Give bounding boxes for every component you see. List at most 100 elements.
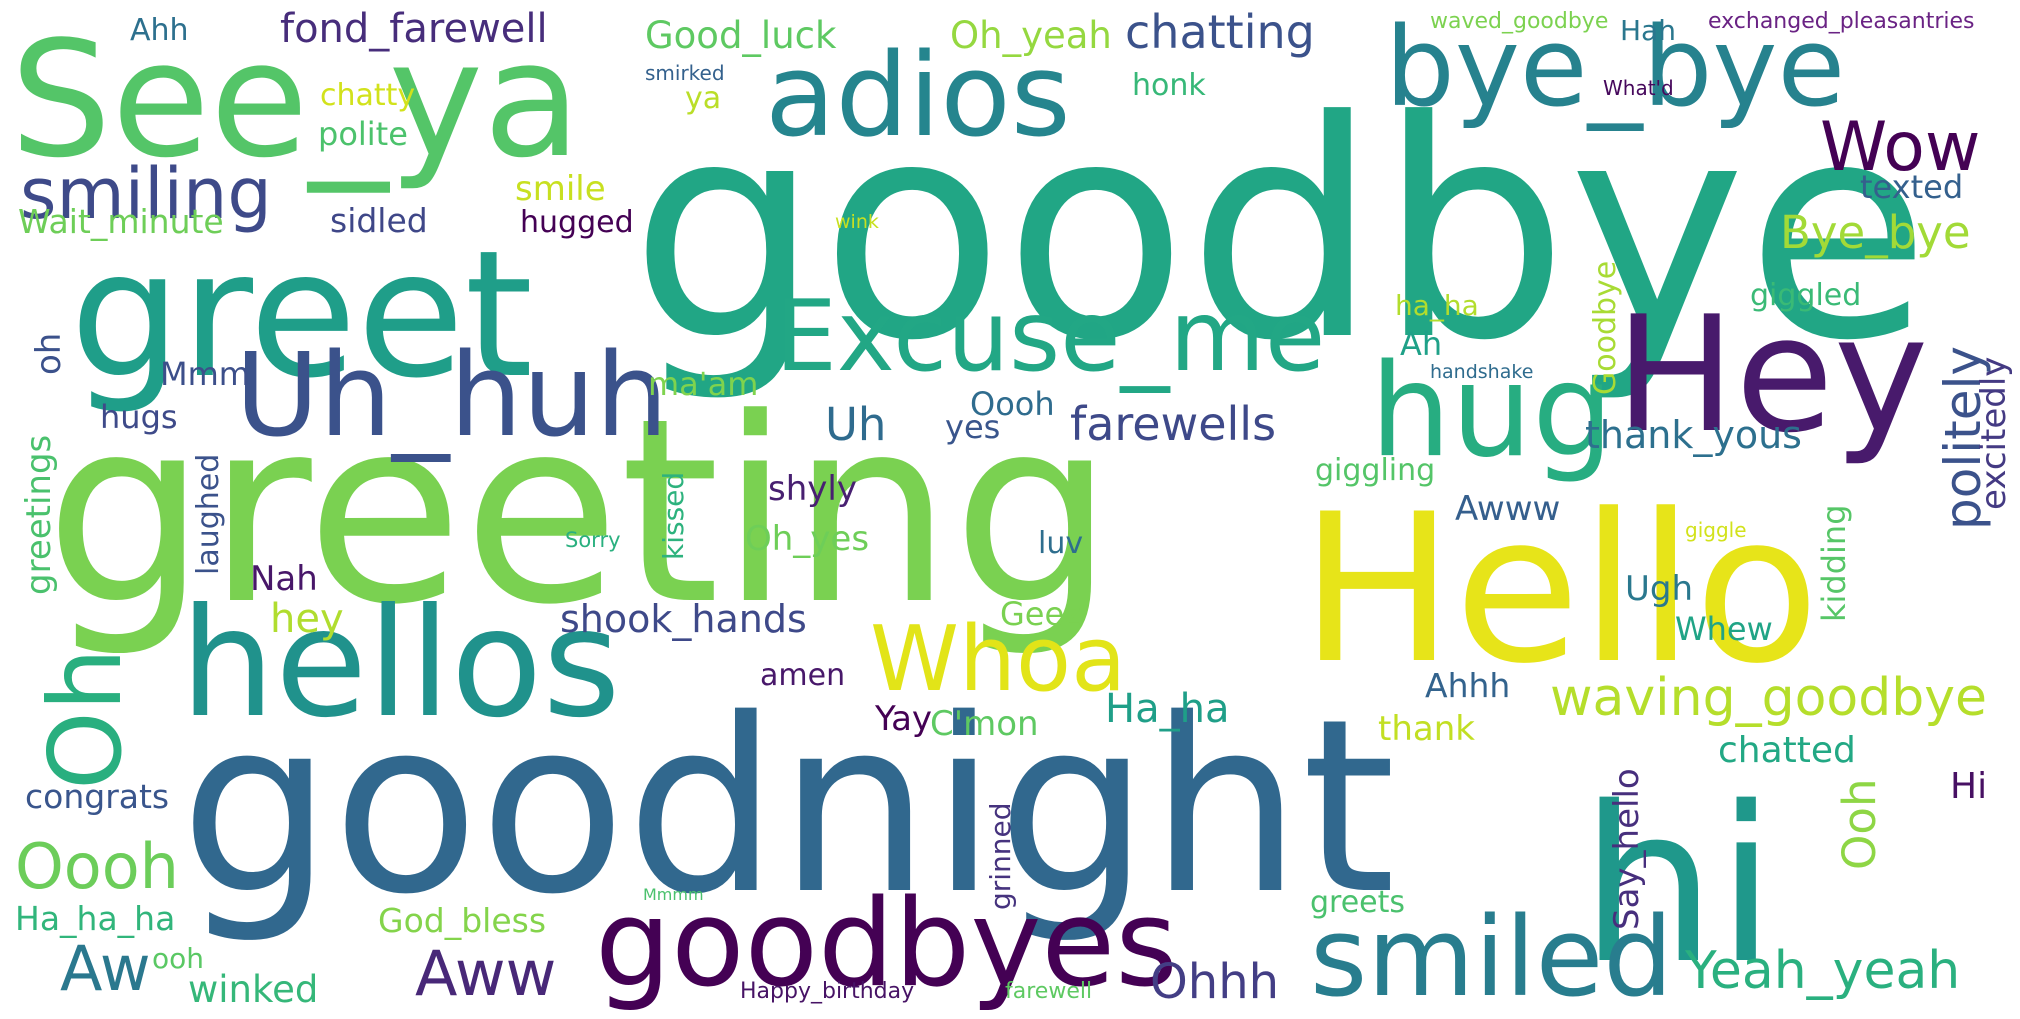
word-sidled: sidled <box>330 201 428 240</box>
word-oh-yes: Oh_yes <box>745 519 869 559</box>
word-luv: luv <box>1038 526 1083 561</box>
word-giggling: giggling <box>1315 453 1435 488</box>
word-chatted: chatted <box>1718 730 1856 771</box>
word-amen: amen <box>760 658 845 693</box>
word-oh: oh <box>29 333 69 375</box>
word-hello: Hello <box>1300 471 1820 709</box>
word-wink: wink <box>835 211 879 233</box>
word-hah: Hah <box>1620 14 1676 47</box>
word-excuse-me: Excuse_me <box>775 280 1325 394</box>
word-smirked: smirked <box>645 61 725 85</box>
word-what-d: What'd <box>1603 76 1674 100</box>
word-hellos: hellos <box>180 577 621 751</box>
word-shyly: shyly <box>768 469 857 509</box>
word-laughed: laughed <box>191 454 226 575</box>
word-winked: winked <box>188 968 318 1011</box>
word-shook-hands: shook_hands <box>560 597 807 641</box>
word-ma-am: ma'am <box>648 365 758 403</box>
word-giggled: giggled <box>1750 278 1861 313</box>
word-polite: polite <box>318 115 408 153</box>
word-texted: texted <box>1860 168 1963 206</box>
word-greetings: greetings <box>19 435 59 595</box>
word-yay: Yay <box>874 699 932 739</box>
word-oooh: Oooh <box>15 830 179 903</box>
word-ha-ha: Ha_ha <box>1105 686 1229 732</box>
word-hug: hug <box>1370 337 1614 486</box>
word-hey: Hey <box>1615 281 1928 468</box>
word-bye-bye: Bye_bye <box>1780 206 1971 259</box>
word-exchanged-pleasantries: exchanged_pleasantries <box>1708 9 1974 34</box>
word-ooh: ooh <box>152 942 204 975</box>
word-whoa: Whoa <box>870 607 1126 712</box>
word-smile: smile <box>515 169 606 209</box>
word-goodbye: goodbye <box>630 57 1931 406</box>
word-farewell: farewell <box>1005 979 1092 1004</box>
word-excitedly: excitedly <box>1974 357 2014 510</box>
word-mmmm: Mmmm <box>643 885 704 904</box>
word-god-bless: God_bless <box>378 901 546 940</box>
word-handshake: handshake <box>1430 361 1533 383</box>
word-ha-ha-ha: Ha_ha_ha <box>15 899 175 938</box>
word-hi: hi <box>1580 760 1776 1011</box>
word-awww: Awww <box>1455 489 1560 529</box>
word-congrats: congrats <box>25 777 169 816</box>
word-thank-yous: thank_yous <box>1585 413 1802 457</box>
word-greet: greet <box>70 214 533 417</box>
word-chatting: chatting <box>1125 5 1315 59</box>
word-sorry: Sorry <box>565 528 621 552</box>
word-grinned: grinned <box>984 802 1017 910</box>
word-mmm: Mmm <box>160 355 250 393</box>
word-hugged: hugged <box>520 205 634 240</box>
word-kidding: kidding <box>1815 504 1853 622</box>
word-oh: Oh <box>27 648 144 790</box>
word-honk: honk <box>1132 68 1206 103</box>
word-nah: Nah <box>250 559 318 599</box>
word-waving-goodbye: waving_goodbye <box>1550 668 1987 728</box>
word-greets: greets <box>1310 885 1405 920</box>
word-yes: yes <box>945 408 1000 446</box>
word-ooh: Ooh <box>1833 779 1886 870</box>
word-thank: thank <box>1378 709 1475 749</box>
word-see-ya: See_ya <box>10 6 581 193</box>
word-hi: Hi <box>1950 766 1987 807</box>
word-smiling: smiling <box>20 153 272 235</box>
word-ah: Ah <box>1400 325 1442 363</box>
word-happy-birthday: Happy_birthday <box>740 979 914 1004</box>
word-ya: ya <box>685 81 721 116</box>
word-ohhh: Ohhh <box>1150 954 1279 1010</box>
word-kissed: kissed <box>657 472 690 560</box>
word-fond-farewell: fond_farewell <box>280 6 548 52</box>
word-oh-yeah: Oh_yeah <box>950 14 1112 57</box>
word-chatty: chatty <box>320 78 415 113</box>
word-wait-minute: Wait_minute <box>18 202 224 241</box>
word-aww: Aww <box>415 937 556 1010</box>
word-goodnight: goodnight <box>180 667 1396 947</box>
word-farewells: farewells <box>1070 397 1276 451</box>
word-bye-bye: bye_bye <box>1385 3 1845 131</box>
word-ahh: Ahh <box>130 13 189 48</box>
word-c-mon: C'mon <box>930 704 1039 744</box>
word-good-luck: Good_luck <box>645 14 837 57</box>
word-greeting: greeting <box>45 364 1114 661</box>
word-wow: Wow <box>1820 108 1980 187</box>
word-waved-goodbye: waved_goodbye <box>1430 9 1608 34</box>
word-politely: politely <box>1934 346 1992 530</box>
word-say-hello: Say_hello <box>1607 768 1647 930</box>
word-yeah-yeah: Yeah_yeah <box>1684 941 1960 1001</box>
word-smiled: smiled <box>1310 893 1673 1019</box>
word-giggle: giggle <box>1685 518 1747 542</box>
word-goodbyes: goodbyes <box>595 875 1178 1014</box>
word-adios: adios <box>765 29 1071 163</box>
word-uh-huh: Uh_huh <box>235 329 668 463</box>
word-ugh: Ugh <box>1625 569 1693 609</box>
word-hey: hey <box>270 596 344 642</box>
word-oooh: Oooh <box>970 385 1055 423</box>
word-ahhh: Ahhh <box>1425 666 1510 705</box>
word-ha-ha: ha_ha <box>1395 289 1479 322</box>
word-aw: Aw <box>60 932 151 1005</box>
word-uh: Uh <box>825 398 886 451</box>
word-geez: Geez <box>1000 595 1081 633</box>
word-goodbye: Goodbye <box>1588 261 1623 395</box>
